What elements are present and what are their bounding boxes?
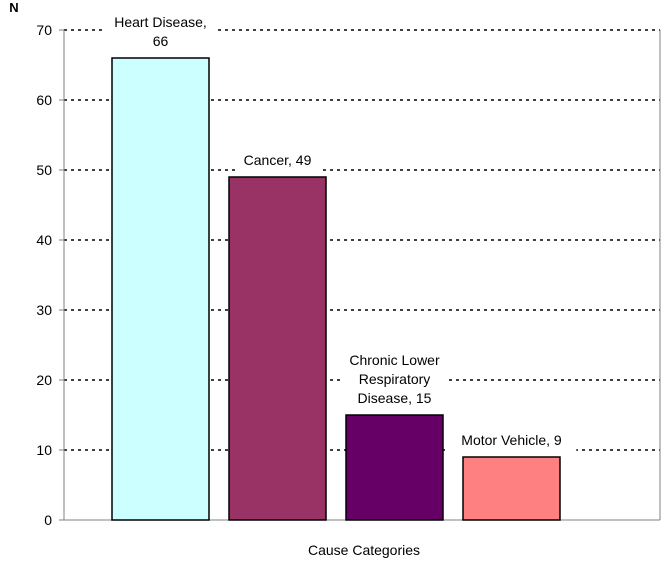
y-tick-label: 30 (36, 302, 52, 318)
data-label-background (341, 350, 448, 409)
x-axis-title: Cause Categories (308, 542, 420, 558)
data-label-background (235, 150, 320, 171)
data-label: Heart Disease, (114, 14, 207, 30)
bar (345, 414, 444, 521)
y-tick-label: 60 (36, 92, 52, 108)
data-label: Disease, 15 (358, 390, 432, 406)
bar (462, 456, 561, 521)
bar (111, 57, 210, 521)
data-label: Cancer, 49 (244, 152, 312, 168)
y-axis-title: N (9, 0, 18, 15)
data-label-background (103, 12, 218, 52)
data-label: 66 (153, 33, 169, 49)
y-tick-label: 70 (36, 22, 52, 38)
y-tick-label: 50 (36, 162, 52, 178)
data-label: Respiratory (359, 371, 431, 387)
y-tick-label: 0 (44, 512, 52, 528)
y-tick-label: 10 (36, 442, 52, 458)
data-label-background (446, 430, 577, 451)
bar (228, 176, 327, 521)
data-label: Motor Vehicle, 9 (461, 432, 562, 448)
y-tick-label: 40 (36, 232, 52, 248)
data-label: Chronic Lower (349, 352, 440, 368)
y-tick-label: 20 (36, 372, 52, 388)
